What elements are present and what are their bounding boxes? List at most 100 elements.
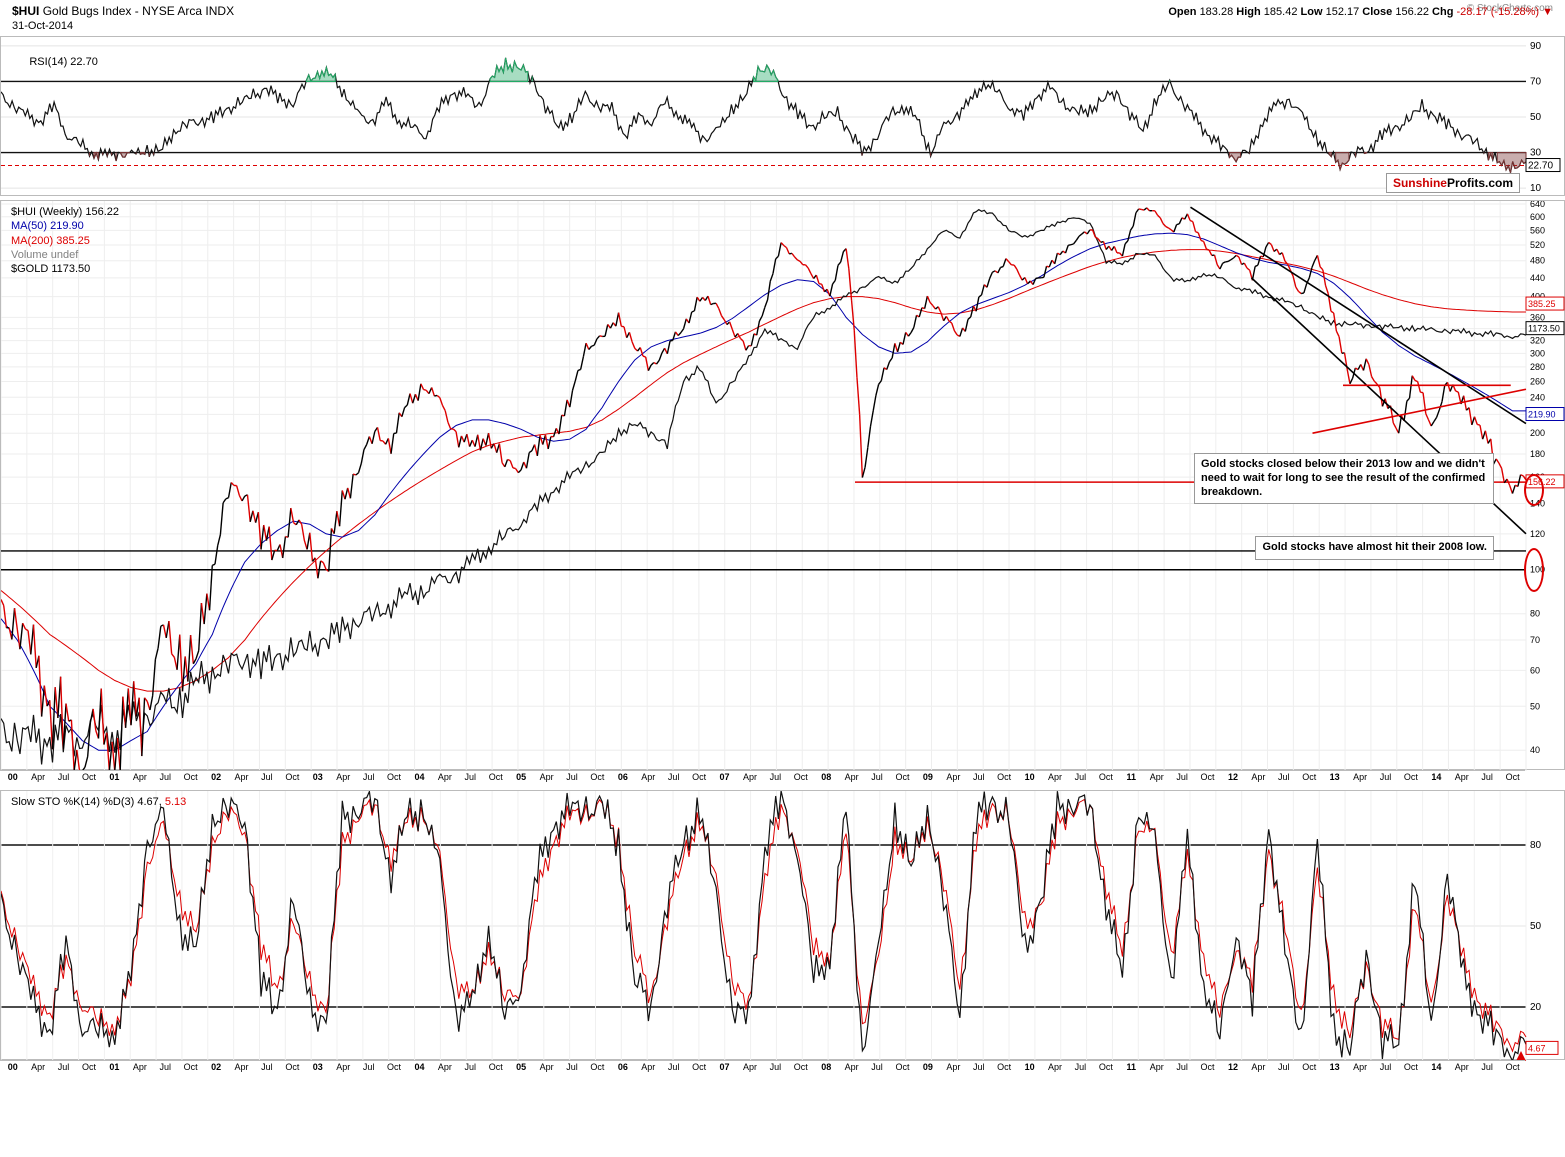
x-tick: Jul [864,1060,889,1072]
x-tick: Oct [686,770,711,782]
svg-text:219.90: 219.90 [1528,410,1556,420]
x-tick: Jul [966,1060,991,1072]
x-tick: Apr [229,770,254,782]
svg-text:22.70: 22.70 [1528,161,1553,172]
x-tick: 14 [1424,770,1449,782]
x-tick: Jul [559,770,584,782]
rsi-label-text: RSI(14) 22.70 [29,56,97,68]
x-tick: Apr [737,770,762,782]
x-tick: Apr [1347,1060,1372,1072]
price-panel: $HUI (Weekly) 156.22 MA(50) 219.90 MA(20… [0,200,1565,770]
x-tick: 04 [407,1060,432,1072]
x-tick: 06 [610,770,635,782]
chg-value: -28.17 (-15.28%) [1457,6,1540,18]
chart-date: 31-Oct-2014 [12,20,73,32]
svg-text:50: 50 [1530,701,1540,711]
x-tick: Oct [890,1060,915,1072]
x-tick: Jul [1373,770,1398,782]
sto-label: Slow STO %K(14) %D(3) 4.67, 5.13 [11,795,186,809]
chg-label: Chg [1432,6,1453,18]
x-tick: Apr [1042,1060,1067,1072]
x-tick: Oct [890,770,915,782]
x-tick: Apr [330,770,355,782]
x-tick: Apr [941,1060,966,1072]
close-value: 156.22 [1395,6,1429,18]
down-arrow-icon: ▼ [1542,6,1553,18]
chart-annotation: Gold stocks have almost hit their 2008 l… [1255,536,1494,560]
svg-text:90: 90 [1530,41,1542,52]
chart-header: $HUI Gold Bugs Index - NYSE Arca INDX Op… [12,4,1553,18]
x-tick: Oct [686,1060,711,1072]
ma50-series-label: MA(50) 219.90 [11,220,84,232]
close-label: Close [1362,6,1392,18]
svg-text:200: 200 [1530,428,1545,438]
x-tick: 04 [407,770,432,782]
x-tick: Jul [254,770,279,782]
x-tick: Apr [127,770,152,782]
x-tick: Jul [1474,770,1499,782]
x-tick: Jul [458,770,483,782]
x-tick: Jul [254,1060,279,1072]
x-tick: Apr [1449,770,1474,782]
x-tick: 14 [1424,1060,1449,1072]
x-tick: Oct [280,770,305,782]
ticker-symbol: $HUI [12,4,39,18]
x-tick: Oct [1297,770,1322,782]
svg-text:50: 50 [1530,921,1542,932]
svg-text:70: 70 [1530,76,1542,87]
x-tick: Jul [966,770,991,782]
x-tick: Oct [1398,1060,1423,1072]
x-tick: Apr [534,1060,559,1072]
x-tick: 06 [610,1060,635,1072]
x-tick: Oct [1297,1060,1322,1072]
svg-text:10: 10 [1530,183,1542,194]
x-tick: 02 [203,1060,228,1072]
x-tick: Jul [864,770,889,782]
volume-series-label: Volume undef [11,249,78,261]
gold-series-label: $GOLD 1173.50 [11,263,90,275]
ma200-series-label: MA(200) 385.25 [11,235,90,247]
x-tick: 11 [1119,1060,1144,1072]
chart-subtitle: Gold Bugs Index - NYSE Arca INDX [43,4,234,18]
rsi-label: RSI(14) 22.70 [11,41,98,84]
x-tick: Oct [1195,770,1220,782]
svg-text:320: 320 [1530,336,1545,346]
brand-watermark: SunshineProfits.com [1386,173,1520,193]
x-tick: Jul [51,770,76,782]
target-oval [1524,474,1544,506]
sto-label-d: 5.13 [165,796,186,808]
x-tick: 05 [508,770,533,782]
x-tick: Jul [458,1060,483,1072]
svg-text:360: 360 [1530,312,1545,322]
svg-text:50: 50 [1530,112,1542,123]
x-tick: Jul [559,1060,584,1072]
x-tick: Oct [483,1060,508,1072]
svg-text:4.67: 4.67 [1528,1043,1546,1053]
chart-title: $HUI Gold Bugs Index - NYSE Arca INDX [12,4,234,18]
x-tick: 01 [102,770,127,782]
x-tick: Apr [1042,770,1067,782]
x-tick: Jul [661,770,686,782]
x-tick: Oct [585,770,610,782]
x-tick: Apr [1449,1060,1474,1072]
x-tick: Apr [330,1060,355,1072]
open-value: 183.28 [1200,6,1234,18]
x-tick: Oct [381,770,406,782]
x-tick: Apr [737,1060,762,1072]
sto-label-main: Slow STO %K(14) %D(3) 4.67 [11,796,159,808]
chart-annotation: Gold stocks closed below their 2013 low … [1194,453,1494,504]
x-tick: Oct [381,1060,406,1072]
svg-text:520: 520 [1530,240,1545,250]
svg-text:20: 20 [1530,1002,1542,1013]
brand-part1: Sunshine [1393,176,1447,190]
x-tick: Apr [432,1060,457,1072]
x-tick: 07 [712,1060,737,1072]
stochastic-plot: 2050804.67 [1,791,1565,1061]
x-tick: Jul [51,1060,76,1072]
svg-text:300: 300 [1530,348,1545,358]
rsi-plot: 103050709022.70 [1,37,1565,197]
x-tick: Oct [1398,770,1423,782]
x-tick: Apr [839,1060,864,1072]
x-tick: 01 [102,1060,127,1072]
x-tick: 00 [0,1060,25,1072]
